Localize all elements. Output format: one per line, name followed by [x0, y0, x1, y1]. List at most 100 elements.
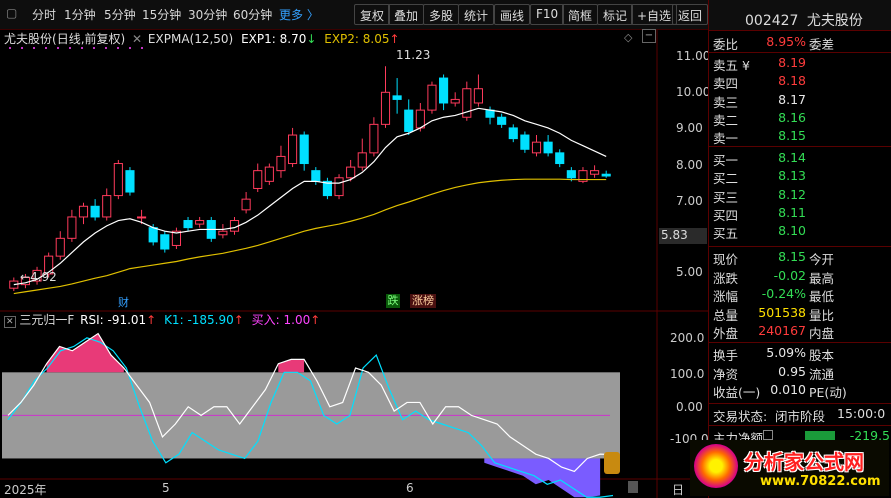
diejia-button[interactable]: 叠加	[388, 4, 425, 25]
tab-1min[interactable]: 1分钟	[64, 8, 96, 22]
candle-body	[415, 109, 425, 129]
checkbox-icon[interactable]: ▢	[6, 6, 18, 20]
tongji-button[interactable]: 统计	[458, 4, 495, 25]
fuquan-button[interactable]: 复权	[354, 4, 391, 25]
stat-row[interactable]: 涨跌 -0.02 最高	[709, 268, 891, 286]
stat-row[interactable]: 现价 8.15 今开	[709, 249, 891, 267]
sell-level[interactable]: 卖一 8.15	[709, 128, 891, 146]
candle-body	[299, 134, 309, 165]
zhangbang-marker[interactable]: 涨榜	[410, 294, 436, 308]
sell-level[interactable]: 卖三 8.17	[709, 92, 891, 110]
collapse-icon[interactable]: ✕	[132, 32, 143, 46]
date-label: 5	[162, 481, 170, 495]
candle-body	[485, 109, 495, 118]
stat2-row[interactable]: 收益(一) 0.010 PE(动)	[709, 382, 891, 400]
indicator-name[interactable]: EXPMA(12,50)	[147, 32, 234, 46]
candle-body	[311, 170, 321, 182]
tab-5min[interactable]: 5分钟	[104, 8, 136, 22]
k1-line	[7, 337, 614, 498]
candle-body	[590, 170, 600, 175]
add-watchlist-button[interactable]: +自选	[631, 4, 678, 25]
buy-level-label: 买三	[713, 189, 739, 205]
candle-body	[369, 123, 379, 154]
kline-chart[interactable]	[0, 30, 708, 498]
candle-body	[113, 163, 123, 197]
die-marker[interactable]: 跌	[386, 294, 400, 308]
stat-row-label: 外盘	[713, 326, 739, 341]
candle-body	[404, 109, 414, 132]
exp1-value: 8.70	[279, 32, 307, 46]
coin-stack-icon[interactable]	[604, 452, 620, 474]
back-button[interactable]: 返回	[672, 4, 709, 25]
duogu-button[interactable]: 多股	[423, 4, 460, 25]
candle-body	[148, 227, 158, 243]
sub-indicator	[2, 332, 614, 498]
candle-body	[427, 84, 437, 111]
stat-row-right-label: 最高	[809, 270, 835, 286]
stat-row-value: -0.24%	[761, 286, 806, 301]
f10-button[interactable]: F10	[530, 4, 565, 25]
tab-30min[interactable]: 30分钟	[188, 8, 228, 22]
header-dot	[45, 47, 47, 49]
candle-body	[322, 180, 332, 197]
rsi-label: RSI:	[80, 313, 104, 327]
axis-tick: 11.00	[676, 49, 711, 63]
sell-level[interactable]: 卖四 8.18	[709, 73, 891, 91]
tab-fenshi[interactable]: 分时	[32, 8, 57, 22]
scroll-handle[interactable]	[628, 481, 638, 493]
header-dot	[69, 47, 71, 49]
candle-body	[276, 155, 286, 172]
candle-body	[90, 205, 100, 218]
candles	[9, 66, 611, 292]
sell-level-label: 卖二	[713, 112, 739, 128]
cai-marker[interactable]: 财	[118, 296, 129, 309]
sell-level[interactable]: 卖五 ¥ 8.19	[709, 55, 891, 73]
candle-body	[160, 234, 170, 250]
flower-logo-icon	[694, 444, 738, 488]
stat2-row-label: 净资	[713, 366, 739, 382]
jiankuang-button[interactable]: 简框	[562, 4, 599, 25]
header-dot	[81, 47, 83, 49]
sub-indicator-name[interactable]: 三元归一F	[19, 313, 75, 327]
stat-row[interactable]: 涨幅 -0.24% 最低	[709, 286, 891, 304]
buy-level[interactable]: 买三 8.12	[709, 187, 891, 205]
candle-body	[241, 198, 251, 211]
stat2-row[interactable]: 净资 0.95 流通	[709, 364, 891, 382]
sub-close-icon[interactable]: ✕	[4, 316, 16, 328]
date-axis-right: 日	[672, 483, 685, 497]
overbought-area	[278, 359, 305, 373]
stat-row[interactable]: 总量 501538 量比	[709, 305, 891, 323]
tab-60min[interactable]: 60分钟	[233, 8, 273, 22]
candle-body	[346, 166, 356, 179]
candle-body	[288, 134, 298, 165]
exp2-value: 8.05	[362, 32, 390, 46]
stat-row[interactable]: 外盘 240167 内盘	[709, 323, 891, 341]
buy-level[interactable]: 买五 8.10	[709, 223, 891, 241]
buy-level[interactable]: 买二 8.13	[709, 168, 891, 186]
candle-body	[357, 152, 367, 168]
stat2-row[interactable]: 换手 5.09% 股本	[709, 345, 891, 363]
date-label: 6	[406, 481, 414, 495]
exp1-line	[13, 107, 607, 286]
buy-level[interactable]: 买一 8.14	[709, 150, 891, 168]
stat-row-value: -0.02	[773, 267, 806, 283]
candle-body	[55, 237, 65, 257]
sell-level-label: 卖四	[713, 76, 739, 92]
buy-level-value: 8.12	[778, 186, 806, 202]
sell-level[interactable]: 卖二 8.16	[709, 110, 891, 128]
diamond-icon[interactable]: ◇	[624, 31, 633, 44]
exp2-label: EXP2:	[324, 32, 359, 46]
candle-body	[195, 220, 205, 225]
huaxian-button[interactable]: 画线	[494, 4, 531, 25]
buy-level-value: 8.13	[778, 168, 806, 184]
more-button[interactable]: 更多 〉	[279, 8, 319, 22]
header-dot	[93, 47, 95, 49]
buy-level[interactable]: 买四 8.11	[709, 205, 891, 223]
exp2-line	[13, 178, 607, 295]
weibi-value: 8.95%	[766, 34, 806, 49]
info-icon[interactable]	[763, 430, 773, 440]
rsi-arrow: ↑	[146, 313, 157, 327]
minimize-icon[interactable]: −	[642, 29, 656, 43]
biaoji-button[interactable]: 标记	[597, 4, 634, 25]
tab-15min[interactable]: 15分钟	[142, 8, 182, 22]
